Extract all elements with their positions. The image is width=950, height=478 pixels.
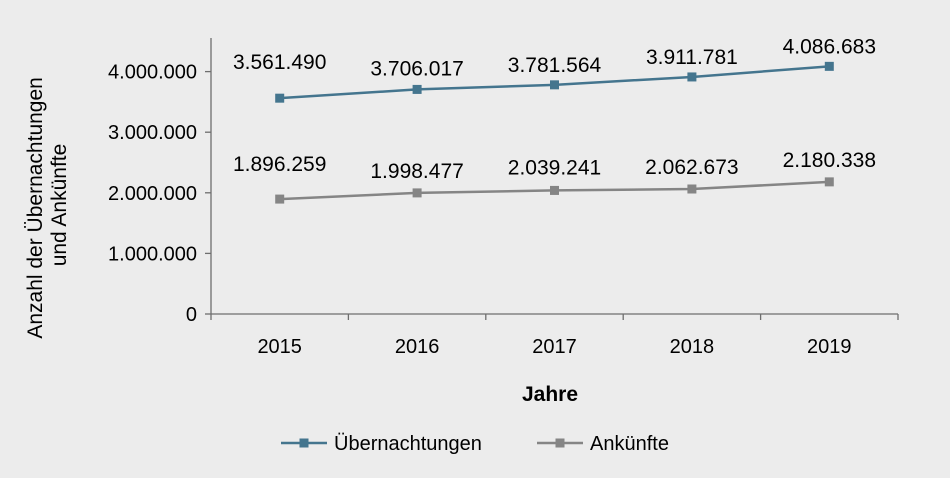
x-tick-label: 2019 xyxy=(807,336,852,358)
data-point xyxy=(275,194,285,204)
y-axis-title: Anzahl der Übernachtungen und Ankünfte xyxy=(24,71,71,338)
data-point xyxy=(412,84,422,94)
data-label: 4.086.683 xyxy=(783,35,876,58)
data-label: 1.998.477 xyxy=(370,160,463,183)
data-point xyxy=(824,177,834,187)
data-label: 2.062.673 xyxy=(645,156,738,179)
data-label: 3.706.017 xyxy=(370,57,463,80)
data-label: 2.039.241 xyxy=(508,156,601,179)
data-point xyxy=(550,185,559,195)
x-axis-title: Jahre xyxy=(522,383,578,406)
legend-item-ankuenfte: Ankünfte xyxy=(537,433,669,455)
data-labels: 3.561.490 3.706.017 3.781.564 3.911.781 4.08… xyxy=(233,35,876,183)
data-point xyxy=(275,93,285,103)
data-point xyxy=(824,61,834,71)
y-tick-label: 4.000.000 xyxy=(108,62,197,84)
legend-marker-ankuenfte xyxy=(555,438,565,448)
legend-marker-uebernachtungen xyxy=(299,438,309,448)
y-tick-label: 3.000.000 xyxy=(108,122,197,144)
y-ticks: 0 1.000.000 2.000.000 3.000.000 4.000.000 xyxy=(108,62,211,326)
legend-label-uebernachtungen: Übernachtungen xyxy=(334,433,482,455)
legend-label-ankuenfte: Ankünfte xyxy=(590,433,669,455)
data-point xyxy=(687,184,697,194)
y-axis-title-line-1: Anzahl der Übernachtungen xyxy=(24,77,47,339)
y-tick-label: 0 xyxy=(186,304,197,326)
y-tick-label: 1.000.000 xyxy=(108,243,197,265)
series-layer xyxy=(275,61,834,204)
x-tick-label: 2017 xyxy=(532,336,577,358)
y-tick-label: 2.000.000 xyxy=(108,183,197,205)
x-tick-label: 2015 xyxy=(257,336,302,358)
data-point xyxy=(412,188,422,198)
data-point xyxy=(687,72,697,82)
data-label: 3.911.781 xyxy=(646,46,738,69)
data-label: 3.781.564 xyxy=(508,54,602,77)
data-label: 2.180.338 xyxy=(783,149,876,172)
x-tick-label: 2016 xyxy=(395,336,440,358)
x-tick-label: 2018 xyxy=(670,336,715,358)
data-label: 3.561.490 xyxy=(233,51,326,74)
data-point xyxy=(550,80,559,90)
legend: Übernachtungen Ankünfte xyxy=(281,433,669,455)
x-ticks: 2015 2016 2017 2018 2019 xyxy=(210,314,899,358)
data-label: 1.896.259 xyxy=(233,153,326,176)
y-axis-title-line-2: und Ankünfte xyxy=(48,144,71,267)
legend-item-uebernachtungen: Übernachtungen xyxy=(281,433,482,455)
axes xyxy=(210,38,898,315)
